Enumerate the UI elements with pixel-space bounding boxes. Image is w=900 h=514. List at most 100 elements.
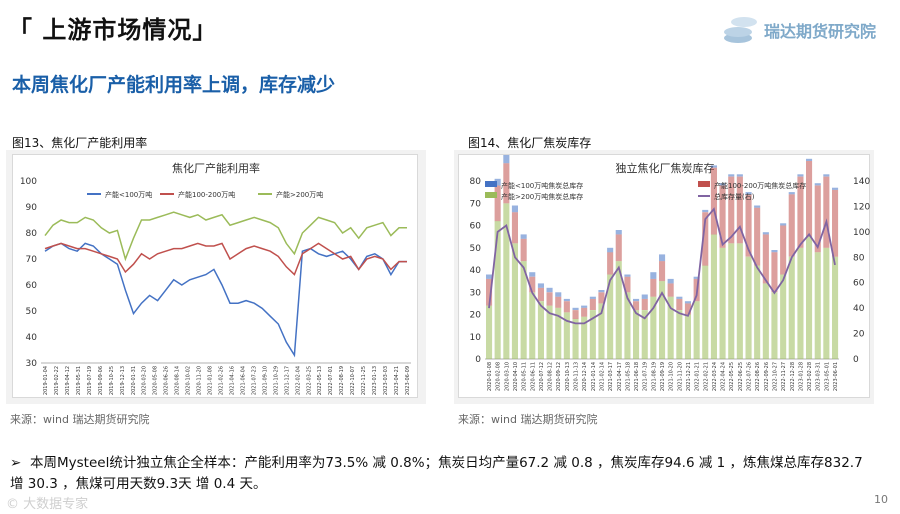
y-tick-label: 50: [26, 307, 38, 317]
x-tick-label: 2021-01-08: [208, 366, 214, 395]
page-number: 10: [874, 493, 888, 506]
x-tick-label: 2020-11-13: [574, 362, 580, 391]
stacked-bar-segment: [486, 278, 493, 306]
x-tick-label: 2023-01-13: [372, 366, 378, 395]
stacked-bar-segment: [659, 261, 666, 282]
stacked-bar-segment: [659, 254, 666, 262]
x-tick-label: 2022-11-27: [781, 362, 787, 391]
arrow-bullet-icon: ➢: [10, 455, 22, 471]
stacked-bar-segment: [823, 174, 830, 177]
series-line: [44, 242, 407, 358]
stacked-bar-segment: [581, 316, 588, 359]
stacked-bar-segment: [771, 250, 778, 253]
stacked-bar-segment: [693, 301, 700, 359]
x-tick-label: 2020-06-11: [530, 362, 536, 391]
stacked-bar-segment: [728, 243, 735, 359]
legend-label: 产能100-200万吨: [178, 190, 235, 199]
figure-13-panel: 焦化厂产能利用率 30 40 50 60 70 80 90 100 2019-01-04 2019-…: [6, 150, 426, 404]
stacked-bar-segment: [581, 305, 588, 308]
stacked-bar-segment: [624, 292, 631, 360]
x-tick-label: 2019-05-31: [76, 366, 82, 395]
stacked-bar-segment: [563, 298, 570, 302]
stacked-bar-segment: [641, 294, 648, 299]
x-tick-label: 2022-07-01: [328, 366, 334, 395]
stacked-bar-segment: [615, 234, 622, 262]
stacked-bar-segment: [823, 176, 830, 248]
x-tick-label: 2022-03-24: [712, 362, 718, 391]
stacked-bar-segment: [641, 310, 648, 359]
x-tick-label: 2022-03-25: [306, 366, 312, 395]
legend-label: 总库存量(右): [714, 192, 755, 201]
stacked-bar-segment: [762, 283, 769, 359]
stacked-bar-segment: [537, 301, 544, 359]
stacked-bar-segment: [633, 298, 640, 302]
stacked-bar-segment: [702, 209, 709, 213]
stacked-bar-segment: [589, 296, 596, 299]
x-tick-label: 2022-11-25: [361, 366, 367, 395]
stacked-bar-segment: [511, 243, 518, 359]
y-tick-label-left: 30: [470, 288, 482, 298]
stacked-bar-segment: [754, 207, 761, 266]
x-tick-label: 2022-04-24: [721, 362, 727, 391]
stacked-bar-segment: [788, 194, 795, 257]
stacked-bar-segment: [511, 212, 518, 244]
x-tick-label: 2020-04-10: [513, 362, 519, 391]
x-tick-label: 2022-01-21: [695, 362, 701, 391]
legend-swatch: [485, 181, 497, 187]
coins-icon: [724, 17, 757, 43]
x-tick-label: 2019-04-12: [65, 366, 71, 395]
stacked-bar-segment: [832, 189, 839, 257]
y-tick-label: 100: [20, 177, 37, 187]
y-tick-label-right: 60: [853, 279, 865, 289]
x-tick-label: 2020-01-31: [131, 366, 137, 395]
stacked-bar-segment: [546, 287, 553, 293]
y-tick-label: 70: [26, 255, 38, 265]
x-tick-label: 2023-06-01: [833, 362, 839, 391]
stacked-bar-segment: [771, 292, 778, 360]
y-tick-label-left: 10: [470, 333, 482, 343]
legend-label: 产能<100万吨焦炭总库存: [501, 181, 583, 190]
stacked-bar-segment: [710, 167, 717, 235]
stacked-bar-segment: [572, 310, 579, 319]
stacked-bar-segment: [814, 185, 821, 253]
y-tick-label-right: 140: [853, 177, 870, 187]
brand-logo: 瑞达期货研究院: [720, 8, 890, 48]
legend-label: 产能100-200万吨焦炭总库存: [714, 181, 806, 190]
y-tick-label-left: 80: [470, 177, 482, 187]
stacked-bar-segment: [624, 276, 631, 293]
stacked-bar-segment: [788, 256, 795, 359]
stacked-bar-segment: [563, 312, 570, 359]
stacked-bar-segment: [598, 290, 605, 293]
x-tick-label: 2022-10-07: [350, 366, 356, 395]
x-tick-label: 2020-07-12: [539, 362, 545, 391]
stacked-bar-segment: [633, 310, 640, 359]
stacked-bar-segment: [581, 307, 588, 317]
x-tick-label: 2019-10-25: [109, 366, 115, 395]
x-tick-label: 2022-08-19: [339, 366, 345, 395]
stacked-bar-segment: [684, 303, 691, 315]
stacked-bar-segment: [797, 247, 804, 360]
x-tick-label: 2021-05-18: [625, 362, 631, 391]
stacked-bar-segment: [650, 296, 657, 359]
stacked-bar-segment: [762, 232, 769, 235]
stacked-bar-segment: [607, 252, 614, 275]
x-tick-label: 2019-09-06: [98, 366, 104, 395]
stacked-bar-segment: [615, 261, 622, 359]
x-tick-label: 2021-01-14: [591, 362, 597, 391]
x-tick-label: 2021-07-19: [643, 362, 649, 391]
x-tick-label: 2021-10-20: [669, 362, 675, 391]
legend-swatch: [698, 181, 710, 187]
x-tick-label: 2020-08-12: [548, 362, 554, 391]
stacked-bar-segment: [494, 185, 501, 222]
x-tick-label: 2020-01-08: [487, 362, 493, 391]
x-tick-label: 2022-08-26: [755, 362, 761, 391]
page-title: 「 上游市场情况」: [8, 16, 218, 44]
x-tick-label: 2021-02-26: [219, 366, 225, 395]
x-tick-label: 2019-02-22: [54, 366, 60, 395]
x-tick-label: 2023-06-09: [405, 366, 411, 395]
stacked-bar-segment: [555, 296, 562, 308]
stacked-bar-segment: [780, 274, 787, 359]
x-tick-label: 2020-05-11: [522, 362, 528, 391]
stacked-bar-segment: [797, 176, 804, 248]
figure-14-source: 来源：wind 瑞达期货研究院: [458, 413, 598, 426]
